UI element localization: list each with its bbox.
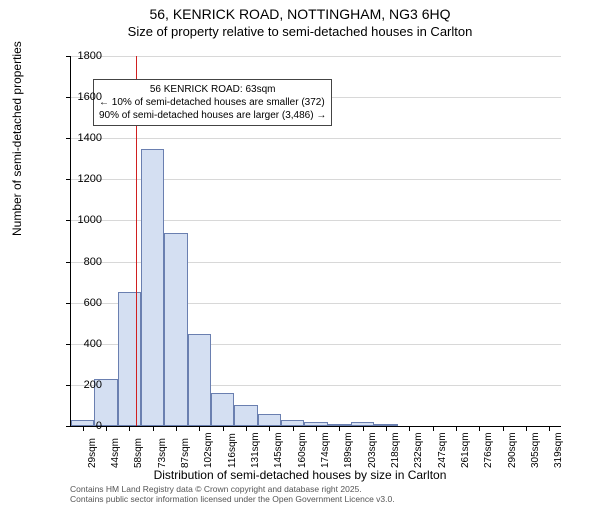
credits-line2: Contains public sector information licen… (70, 494, 395, 504)
xtick-mark (176, 426, 177, 431)
bar (188, 334, 211, 427)
xtick-mark (106, 426, 107, 431)
annotation-line3: 90% of semi-detached houses are larger (… (99, 109, 326, 122)
y-axis-label: Number of semi-detached properties (10, 41, 24, 236)
ytick-label: 400 (62, 338, 102, 350)
xtick-label: 174sqm (320, 432, 331, 468)
xtick-mark (409, 426, 410, 431)
ytick-label: 1800 (62, 50, 102, 62)
annotation-box: 56 KENRICK ROAD: 63sqm← 10% of semi-deta… (93, 79, 332, 126)
ytick-label: 200 (62, 379, 102, 391)
bar (141, 149, 164, 427)
xtick-mark (363, 426, 364, 431)
bar (258, 414, 281, 426)
xtick-label: 160sqm (297, 432, 308, 468)
bar (234, 405, 257, 426)
xtick-mark (316, 426, 317, 431)
bar (211, 393, 234, 426)
ytick-label: 1000 (62, 214, 102, 226)
xtick-mark (386, 426, 387, 431)
xtick-mark (199, 426, 200, 431)
xtick-label: 232sqm (413, 432, 424, 468)
chart: 29sqm44sqm58sqm73sqm87sqm102sqm116sqm131… (70, 56, 560, 426)
xtick-label: 276sqm (483, 432, 494, 468)
xtick-label: 319sqm (553, 432, 564, 468)
credits: Contains HM Land Registry data © Crown c… (70, 484, 395, 504)
xtick-label: 247sqm (437, 432, 448, 468)
page-subtitle: Size of property relative to semi-detach… (0, 24, 600, 39)
ytick-label: 1600 (62, 91, 102, 103)
xtick-label: 131sqm (250, 432, 261, 468)
ytick-label: 1400 (62, 132, 102, 144)
credits-line1: Contains HM Land Registry data © Crown c… (70, 484, 395, 494)
xtick-label: 87sqm (180, 438, 191, 468)
xtick-mark (339, 426, 340, 431)
xtick-label: 29sqm (87, 438, 98, 468)
xtick-mark (153, 426, 154, 431)
xtick-label: 305sqm (530, 432, 541, 468)
xtick-mark (456, 426, 457, 431)
xtick-mark (293, 426, 294, 431)
ytick-label: 0 (62, 420, 102, 432)
xtick-label: 58sqm (133, 438, 144, 468)
xtick-mark (269, 426, 270, 431)
xtick-label: 145sqm (273, 432, 284, 468)
xtick-mark (503, 426, 504, 431)
xtick-label: 102sqm (203, 432, 214, 468)
ytick-label: 600 (62, 297, 102, 309)
xtick-mark (526, 426, 527, 431)
ytick-label: 1200 (62, 173, 102, 185)
gridline (71, 56, 561, 57)
xtick-mark (479, 426, 480, 431)
xtick-label: 44sqm (110, 438, 121, 468)
page-title: 56, KENRICK ROAD, NOTTINGHAM, NG3 6HQ (0, 6, 600, 22)
xtick-label: 116sqm (227, 433, 238, 468)
xtick-label: 73sqm (157, 438, 168, 468)
annotation-line1: 56 KENRICK ROAD: 63sqm (99, 83, 326, 96)
gridline (71, 138, 561, 139)
xtick-mark (246, 426, 247, 431)
bar (118, 292, 141, 426)
xtick-mark (433, 426, 434, 431)
xtick-label: 261sqm (460, 432, 471, 468)
xtick-label: 218sqm (390, 432, 401, 468)
ytick-label: 800 (62, 256, 102, 268)
annotation-line2: ← 10% of semi-detached houses are smalle… (99, 96, 326, 109)
plot-area: 29sqm44sqm58sqm73sqm87sqm102sqm116sqm131… (70, 56, 561, 427)
xtick-label: 203sqm (367, 432, 378, 468)
xtick-label: 290sqm (507, 432, 518, 468)
xtick-label: 189sqm (343, 432, 354, 468)
bar (164, 233, 187, 426)
xtick-mark (129, 426, 130, 431)
xtick-mark (549, 426, 550, 431)
xtick-mark (223, 426, 224, 431)
x-axis-label: Distribution of semi-detached houses by … (0, 468, 600, 482)
